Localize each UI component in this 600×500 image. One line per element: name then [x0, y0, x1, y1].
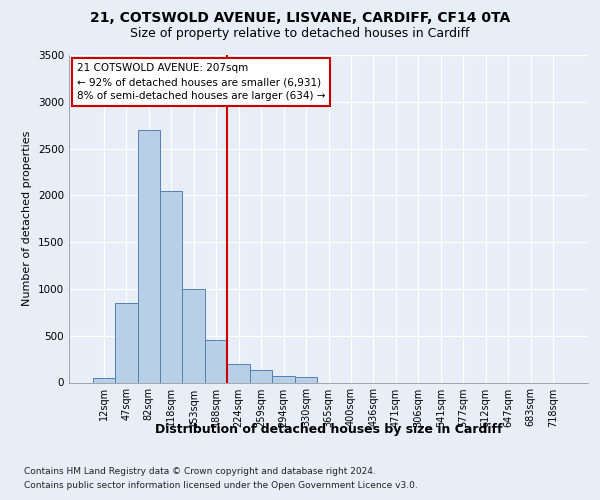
Text: Contains public sector information licensed under the Open Government Licence v3: Contains public sector information licen… [24, 481, 418, 490]
Bar [205, 340, 227, 382]
Bar [250, 370, 272, 382]
Bar [182, 289, 205, 382]
Bar [115, 303, 137, 382]
Y-axis label: Number of detached properties: Number of detached properties [22, 131, 32, 306]
Text: Distribution of detached houses by size in Cardiff: Distribution of detached houses by size … [155, 422, 503, 436]
Text: Size of property relative to detached houses in Cardiff: Size of property relative to detached ho… [130, 27, 470, 40]
Bar [160, 190, 182, 382]
Text: 21 COTSWOLD AVENUE: 207sqm
← 92% of detached houses are smaller (6,931)
8% of se: 21 COTSWOLD AVENUE: 207sqm ← 92% of deta… [77, 63, 325, 101]
Text: Contains HM Land Registry data © Crown copyright and database right 2024.: Contains HM Land Registry data © Crown c… [24, 468, 376, 476]
Bar [295, 378, 317, 382]
Bar [272, 376, 295, 382]
Bar [227, 364, 250, 382]
Bar [137, 130, 160, 382]
Text: 21, COTSWOLD AVENUE, LISVANE, CARDIFF, CF14 0TA: 21, COTSWOLD AVENUE, LISVANE, CARDIFF, C… [90, 11, 510, 25]
Bar [92, 378, 115, 382]
